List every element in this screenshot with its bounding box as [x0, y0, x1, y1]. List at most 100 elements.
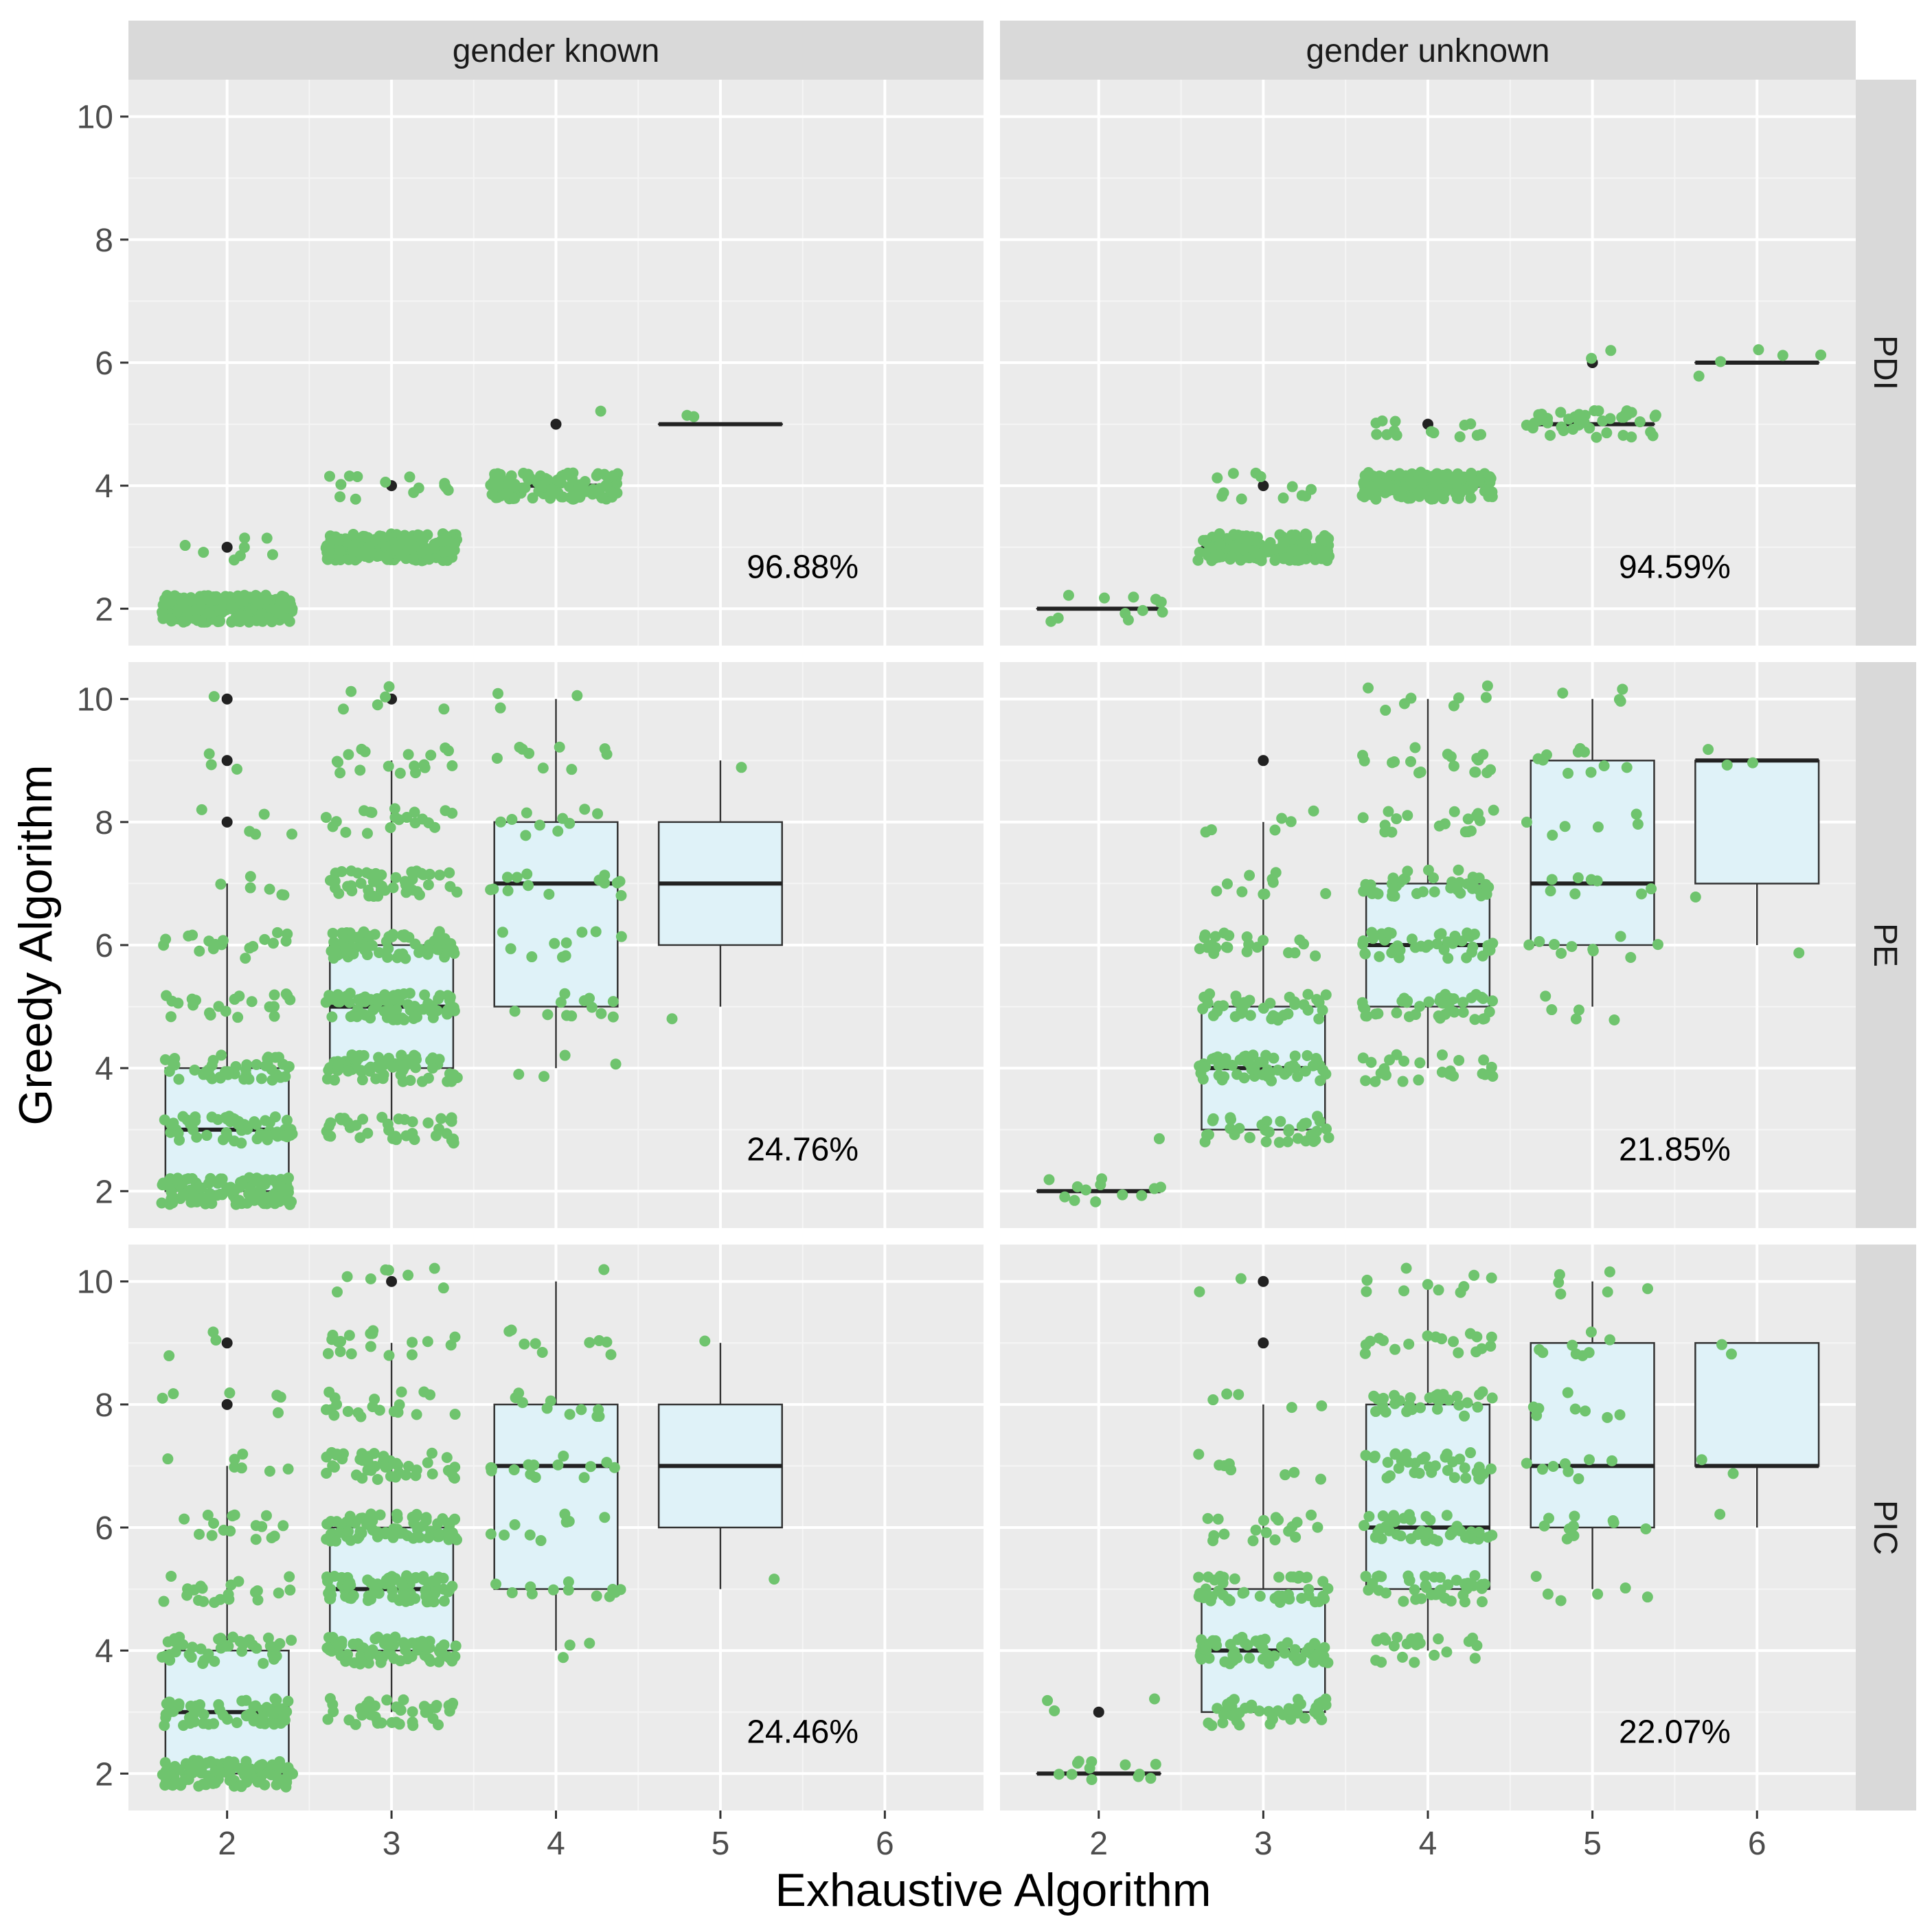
data-point: [1414, 1001, 1426, 1012]
data-point: [1234, 1707, 1245, 1718]
data-point: [1429, 886, 1440, 898]
data-point: [1714, 1508, 1726, 1520]
data-point: [405, 1591, 416, 1602]
y-tick-label: 4: [95, 1633, 113, 1670]
data-point: [323, 1644, 335, 1656]
data-point: [366, 1578, 378, 1589]
data-point: [1441, 1449, 1453, 1460]
data-point: [1459, 1462, 1470, 1474]
data-point: [280, 935, 292, 947]
data-point: [1385, 469, 1396, 481]
data-point: [282, 1183, 294, 1194]
data-point: [1471, 1639, 1483, 1651]
data-point: [1363, 1585, 1374, 1596]
data-point: [261, 532, 273, 544]
data-point: [1556, 947, 1567, 959]
data-point: [387, 882, 399, 894]
data-point: [1216, 490, 1228, 502]
data-point: [1314, 1651, 1326, 1663]
data-point: [1465, 1533, 1477, 1545]
data-point: [1212, 1006, 1223, 1017]
data-point: [363, 541, 375, 552]
data-point: [367, 1524, 378, 1536]
data-point: [350, 1469, 362, 1481]
data-point: [1225, 1112, 1236, 1124]
data-point: [1217, 1589, 1229, 1601]
data-point: [557, 813, 569, 824]
data-point: [1591, 875, 1603, 887]
data-point: [538, 1071, 550, 1082]
data-point: [1547, 829, 1558, 841]
data-point: [1436, 997, 1448, 1009]
data-point: [416, 1635, 428, 1647]
data-point: [173, 1074, 185, 1085]
data-point: [187, 1709, 199, 1721]
data-point: [438, 703, 450, 715]
data-point: [492, 468, 503, 479]
data-point: [1542, 1588, 1554, 1600]
data-point: [340, 1655, 352, 1667]
data-point: [345, 685, 357, 697]
data-point: [186, 595, 198, 607]
data-point: [559, 1508, 571, 1520]
data-point: [173, 1764, 185, 1775]
data-point: [1316, 553, 1328, 565]
panel-annotation: 24.76%: [747, 1131, 859, 1168]
data-point: [1304, 1642, 1315, 1654]
data-point: [380, 1462, 391, 1473]
data-point: [1403, 1011, 1415, 1023]
data-point: [370, 1633, 381, 1645]
data-point: [591, 1590, 602, 1602]
data-point: [422, 1336, 433, 1348]
data-point: [394, 1399, 405, 1411]
data-point: [394, 995, 405, 1006]
data-point: [1433, 929, 1445, 940]
data-point: [1447, 938, 1459, 949]
jitter-points: [156, 681, 747, 1210]
data-point: [1269, 824, 1281, 836]
data-point: [1155, 596, 1167, 608]
data-point: [525, 1581, 536, 1593]
data-point: [609, 1462, 620, 1473]
data-point: [1234, 1719, 1245, 1731]
data-point: [1451, 1390, 1463, 1402]
data-point: [1727, 1468, 1739, 1479]
data-point: [1549, 939, 1560, 951]
data-point: [331, 1398, 343, 1410]
data-point: [167, 1195, 179, 1207]
data-point: [400, 879, 411, 891]
data-point: [226, 616, 238, 628]
data-point: [1409, 742, 1421, 753]
data-point: [163, 1696, 174, 1708]
data-point: [157, 1392, 168, 1404]
data-point: [1569, 888, 1581, 900]
data-point: [1567, 1339, 1578, 1351]
data-point: [1476, 1343, 1488, 1354]
data-point: [224, 1775, 236, 1786]
data-point: [427, 1052, 438, 1064]
data-point: [248, 1190, 260, 1202]
data-point: [397, 1076, 409, 1087]
x-tick-label: 5: [712, 1826, 730, 1862]
data-point: [1271, 1012, 1282, 1023]
data-point: [413, 889, 425, 900]
data-point: [418, 869, 429, 881]
data-point: [256, 1521, 268, 1532]
data-point: [228, 554, 240, 566]
data-point: [1233, 1389, 1245, 1400]
data-point: [367, 1515, 378, 1527]
data-point: [1479, 1069, 1491, 1080]
data-point: [1696, 1454, 1707, 1466]
data-point: [242, 614, 254, 626]
data-point: [1198, 932, 1210, 944]
data-point: [1280, 552, 1291, 564]
data-point: [252, 1594, 264, 1606]
data-point: [1573, 409, 1585, 420]
data-point: [169, 1636, 181, 1648]
data-point: [258, 808, 270, 820]
data-point: [251, 1642, 262, 1654]
data-point: [334, 1526, 346, 1538]
data-point: [605, 1349, 617, 1361]
y-tick-label: 10: [77, 100, 113, 136]
data-point: [1361, 1286, 1372, 1297]
